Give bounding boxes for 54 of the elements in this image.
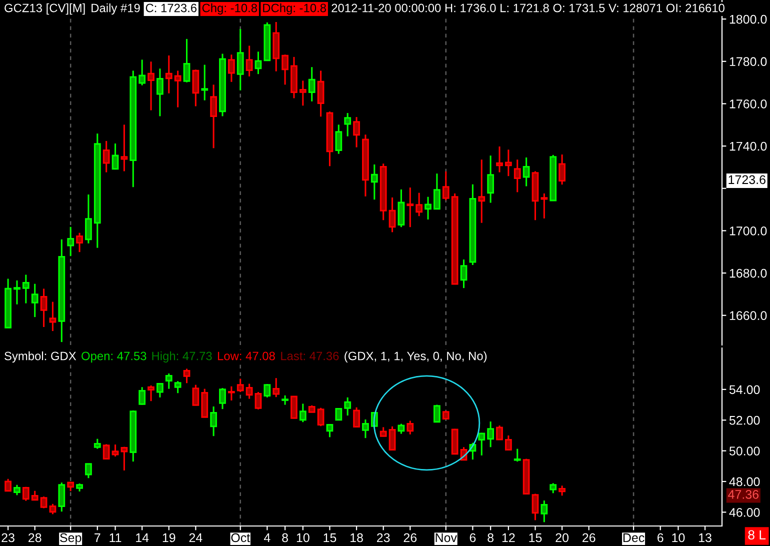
y-tick-label: 52.00	[729, 416, 760, 425]
x-tick-label: 8	[488, 533, 494, 542]
annotation: Chg: -10.8	[202, 3, 258, 15]
x-tick-label: Sep	[60, 533, 82, 545]
x-tick-label: Nov	[436, 533, 457, 542]
y-tick-label: 1800.0	[730, 14, 767, 24]
y-tick-label: 48.00	[729, 477, 760, 486]
y-tick-label: 1680.0	[730, 268, 767, 278]
text: 1723.6	[728, 175, 766, 184]
annotation: Daily #19	[92, 3, 140, 15]
x-tick-label: 26	[404, 533, 417, 542]
annotation: C: 1723.6	[146, 4, 197, 12]
x-tick-label: 6	[470, 533, 476, 542]
x-tick-label: Oct	[231, 533, 250, 542]
annotation: DChg: -10.8	[263, 3, 326, 15]
x-tick-label: 13	[699, 533, 712, 542]
x-tick-label: 23	[377, 533, 390, 542]
annotation: GCZ13 [CV][M]	[4, 3, 85, 15]
x-tick-label: 15	[324, 533, 336, 542]
annotation: Symbol: GDX	[4, 351, 76, 363]
y-tick-label: 54.00	[729, 385, 760, 394]
y-tick-label: 1740.0	[730, 142, 767, 151]
x-tick-label: 20	[556, 533, 569, 542]
annotation: 2012-11-20 00:00:00 H: 1736.0 L: 1721.8 O: 1731.5 V: 128071 OI: 216610	[332, 4, 724, 12]
x-tick-label: 12	[502, 533, 515, 542]
x-tick-label: 15	[529, 533, 542, 542]
annotation: (GDX, 1, 1, Yes, 0, No, No)	[344, 351, 487, 363]
text: 8 L	[748, 530, 766, 540]
x-tick-label: 11	[110, 533, 122, 542]
y-tick-label: 1780.0	[730, 57, 767, 66]
y-tick-label: 1760.0	[730, 100, 767, 108]
y-tick-label: 50.00	[729, 446, 760, 456]
x-tick-label: 18	[350, 533, 363, 542]
x-tick-label: 19	[162, 533, 176, 542]
x-tick-label: 10	[672, 533, 685, 542]
x-tick-label: 7	[94, 533, 100, 542]
text: 47.36	[728, 490, 759, 499]
y-tick-label: 1700.0	[730, 226, 767, 236]
x-tick-label: Dec	[623, 533, 644, 542]
annotation: Last: 47.36	[281, 352, 339, 360]
annotation: High: 47.73	[152, 351, 212, 363]
annotation: Low: 47.08	[218, 352, 275, 360]
x-tick-label: 26	[582, 533, 596, 542]
x-tick-label: 28	[28, 533, 42, 542]
annotation: Open: 47.53	[82, 352, 146, 363]
x-tick-label: 4	[264, 533, 270, 542]
x-tick-label: 23	[2, 533, 14, 542]
x-tick-label: 10	[296, 533, 310, 542]
y-tick-label: 1660.0	[730, 311, 767, 320]
x-tick-label: 8	[282, 533, 288, 542]
y-tick-label: 46.00	[729, 508, 760, 517]
x-tick-label: 14	[136, 533, 149, 542]
x-tick-label: 24	[189, 533, 202, 542]
x-tick-label: 6	[658, 533, 664, 542]
